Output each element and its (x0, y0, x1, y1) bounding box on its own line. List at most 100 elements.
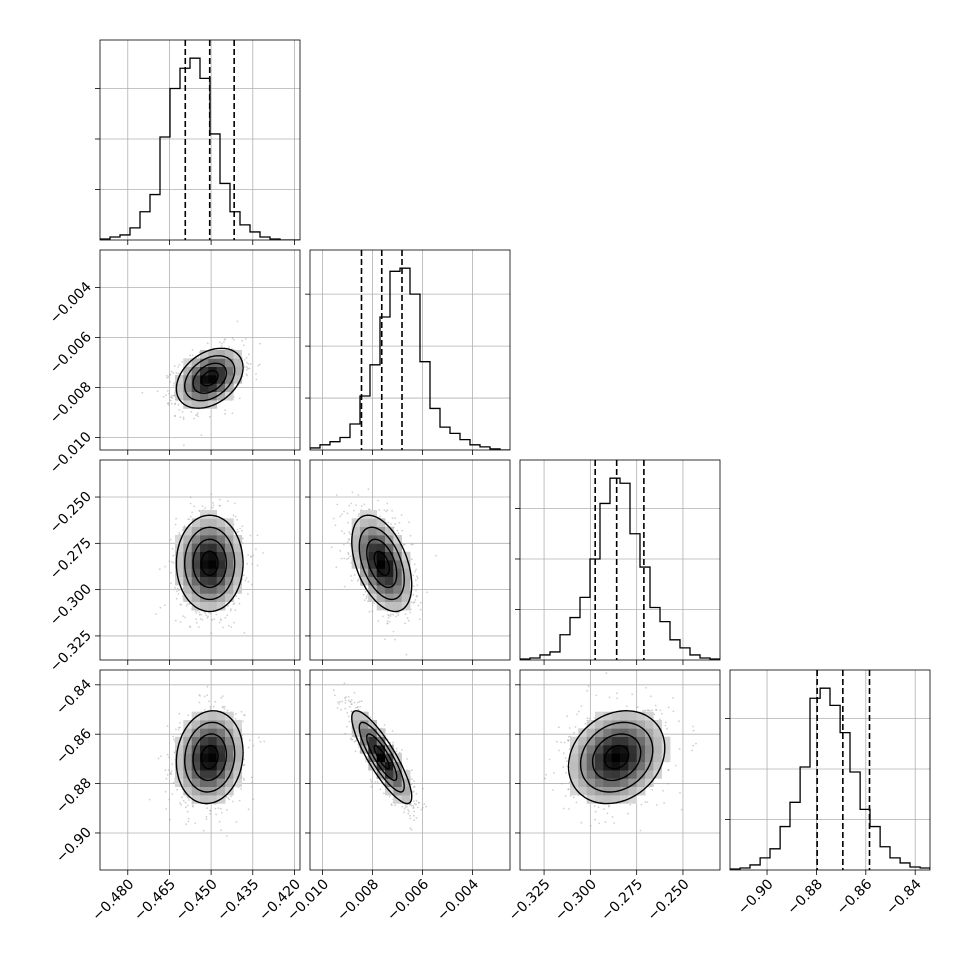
contour-2 (183, 526, 236, 601)
scatter-point (379, 515, 382, 518)
scatter-point (176, 587, 179, 590)
scatter-point (234, 713, 237, 715)
contour-1 (192, 538, 228, 589)
scatter-point (351, 579, 353, 582)
scatter-point (191, 354, 194, 357)
scatter-point (341, 530, 343, 532)
panel-frame (309, 249, 511, 451)
density-cell (216, 585, 226, 594)
scatter-point (351, 738, 354, 741)
scatter-point (174, 586, 177, 589)
density-cell (401, 585, 411, 594)
scatter-point (215, 613, 218, 616)
density-cell (175, 551, 184, 561)
scatter-point (410, 608, 412, 611)
scatter-point (366, 593, 369, 596)
scatter-point (204, 612, 207, 614)
density-cell (385, 576, 394, 586)
density-cell (225, 753, 234, 762)
scatter-point (205, 815, 208, 818)
panel-body (310, 250, 510, 450)
density-cell (225, 350, 234, 359)
density-cell (183, 375, 192, 384)
histogram-p1 (310, 267, 510, 450)
scatter-point (349, 533, 352, 535)
scatter-point (191, 511, 194, 514)
density-cell (208, 745, 217, 754)
density-cell (385, 601, 394, 611)
scatter-point (258, 736, 260, 739)
density-cell (216, 383, 226, 392)
scatter-point (242, 537, 244, 540)
scatter-point (148, 798, 151, 801)
scatter-point (353, 509, 355, 512)
scatter-point (234, 609, 237, 612)
scatter-point (412, 601, 415, 604)
scatter-point (195, 618, 198, 621)
scatter-point (189, 502, 192, 505)
density-cell (183, 551, 192, 561)
scatter-point (167, 402, 170, 404)
scatter-point (203, 709, 206, 711)
density-cell (225, 568, 234, 577)
density-cell (216, 551, 226, 561)
scatter-point (166, 376, 169, 379)
density-cell (191, 518, 201, 527)
scatter-point (189, 626, 192, 628)
scatter-point (227, 797, 230, 799)
scatter-point (239, 527, 242, 530)
density-cell (216, 786, 226, 796)
density-cell (191, 551, 201, 561)
scatter-point (171, 793, 174, 795)
scatter-point (247, 363, 250, 365)
density-cell (376, 576, 386, 586)
scatter-point (391, 517, 394, 519)
density-cell (208, 510, 217, 519)
scatter-point (218, 498, 221, 501)
density-cell (233, 543, 242, 552)
scatter-point (219, 618, 222, 620)
scatter-point (221, 695, 224, 697)
scatter-point (386, 622, 389, 625)
density-cell (200, 728, 209, 737)
scatter-point (177, 729, 180, 731)
scatter-point (419, 601, 422, 604)
density-cell (216, 753, 226, 762)
scatter-point (178, 409, 181, 411)
density-cell (216, 593, 226, 602)
scatter-point (171, 560, 173, 563)
scatter-point (202, 829, 205, 832)
scatter-point (187, 797, 190, 799)
scatter-point (169, 771, 172, 774)
density-cell (191, 736, 201, 746)
scatter-point (368, 610, 371, 613)
density-cell (200, 366, 209, 376)
scatter-point (386, 509, 389, 512)
panel-body (100, 460, 300, 660)
scatter-point (387, 614, 389, 616)
density-cell (175, 375, 184, 384)
scatter-point (168, 560, 171, 562)
scatter-point (350, 561, 352, 564)
scatter-point (238, 602, 241, 605)
scatter-point (411, 601, 413, 604)
density-cell (200, 736, 209, 746)
scatter-point (210, 632, 213, 634)
scatter-point (397, 611, 400, 614)
scatter-point (360, 505, 363, 507)
density-cell (183, 728, 192, 737)
scatter-point (183, 525, 186, 527)
scatter-point (186, 795, 189, 798)
scatter-point (414, 599, 417, 601)
density-cell (208, 400, 217, 409)
scatter-point (417, 604, 420, 607)
scatter-point (377, 620, 380, 622)
density-cell (183, 560, 192, 569)
scatter-point (233, 621, 236, 624)
panel-frame (309, 459, 511, 661)
density-cell (200, 391, 209, 401)
density-cell (216, 568, 226, 577)
scatter-point (388, 620, 391, 623)
scatter-point (174, 619, 177, 622)
scatter-point (391, 509, 393, 512)
